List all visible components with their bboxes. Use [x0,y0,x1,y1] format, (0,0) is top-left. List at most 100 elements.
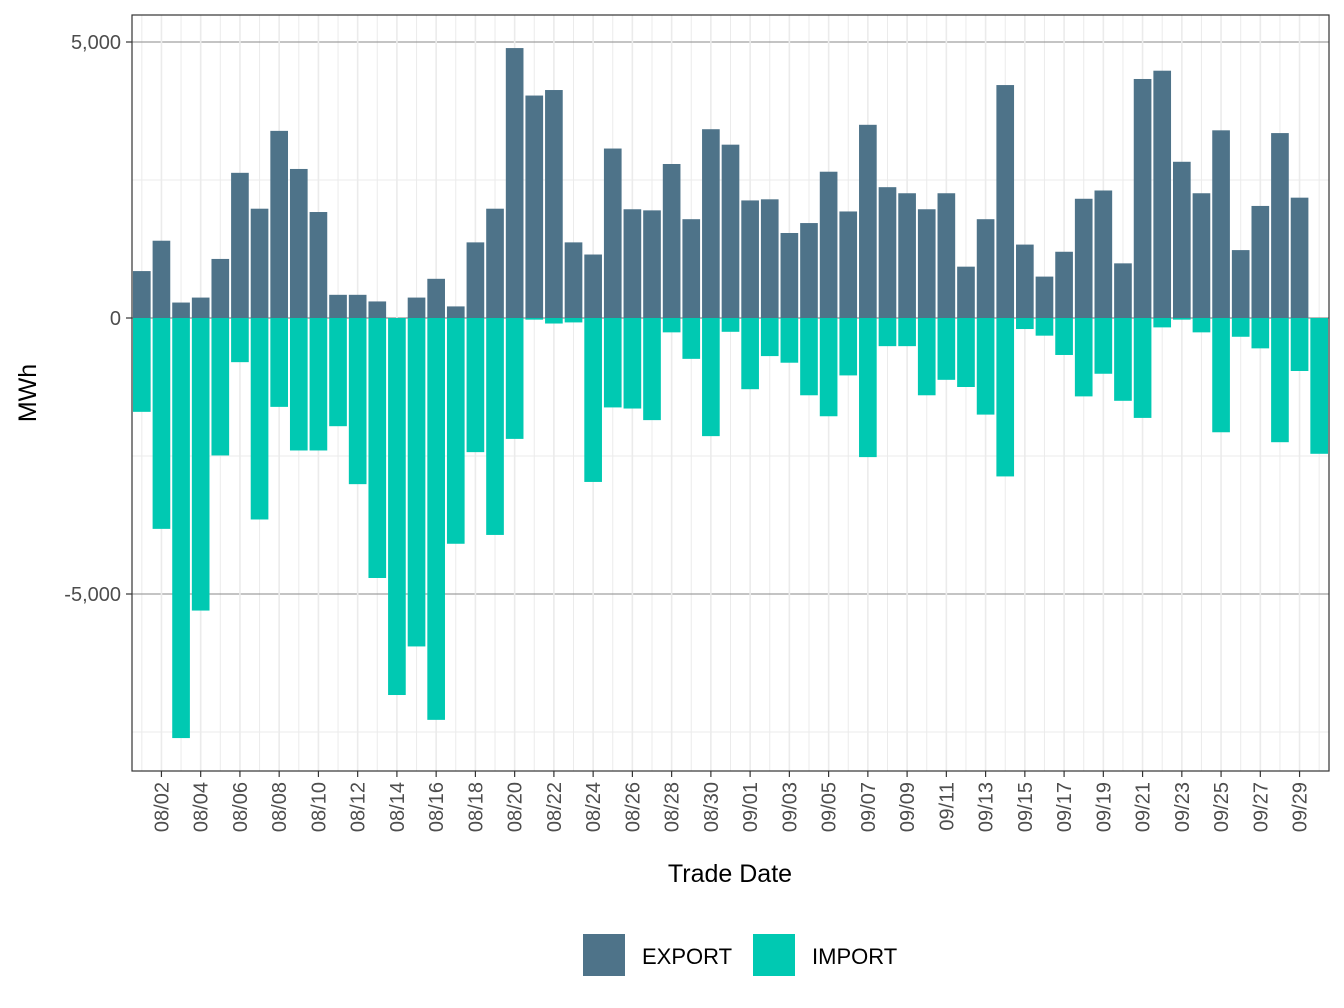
bar-import [937,318,956,380]
bar-export [839,211,858,318]
y-tick-label: 5,000 [71,32,121,54]
bar-export [623,209,642,318]
bar-import [564,318,583,323]
bar-export [1133,78,1152,318]
bar-export [1251,205,1270,318]
x-tick-label: 08/24 [583,782,605,832]
bar-import [407,318,426,647]
bar-import [1192,318,1211,333]
bar-import [800,318,818,396]
bar-import [917,318,936,396]
bar-import [1290,318,1309,371]
x-tick-label: 09/23 [1172,782,1194,832]
bar-export [1094,190,1113,318]
bar-export [643,210,661,318]
bar-export [132,271,151,318]
x-tick-label: 09/29 [1290,782,1312,832]
y-axis-title: MWh [14,364,42,422]
bar-import [760,318,779,357]
bar-export [1231,250,1250,318]
x-tick-label: 08/28 [662,782,684,832]
bar-export [1172,161,1191,318]
bar-export [859,124,877,318]
x-tick-label: 09/07 [858,782,880,832]
x-tick-label: 08/12 [348,782,370,832]
bar-export [584,254,602,318]
x-tick-label: 08/04 [191,782,213,832]
bar-export [976,219,995,318]
bar-export [996,85,1015,318]
y-tick-label: 0 [110,308,121,330]
bar-import [486,318,504,535]
bar-import [859,318,877,458]
bar-import [996,318,1015,477]
bar-import [1016,318,1034,330]
bar-export [662,163,681,318]
x-tick-label: 09/25 [1211,782,1233,832]
bar-import [741,318,759,390]
x-tick-label: 09/05 [819,782,841,832]
bar-export [1035,276,1054,318]
x-tick-label: 08/14 [387,782,409,832]
bar-export [760,199,779,318]
legend-label-import: IMPORT [812,944,897,969]
bar-import [309,318,328,451]
bar-import [1133,318,1152,418]
bar-export [741,200,759,318]
bar-export [702,129,720,318]
bar-export [603,148,622,318]
bar-export [466,242,485,318]
bar-export [819,171,838,318]
bar-export [898,193,916,318]
bar-export [427,278,445,318]
bar-import [839,318,858,376]
legend: EXPORT IMPORT [583,934,897,976]
bar-import [1231,318,1250,337]
bar-export [525,95,544,318]
bar-export [152,240,171,318]
x-tick-label: 08/22 [544,782,566,832]
bar-import [152,318,171,529]
bar-export [172,302,190,318]
bar-import [1074,318,1093,397]
bar-import [368,318,387,578]
bar-import [682,318,701,359]
bar-export [545,90,563,318]
x-axis: 08/02 08/04 08/06 08/08 08/10 08/12 08/14 08/16… [151,771,1312,832]
bar-import [1271,318,1289,443]
x-tick-label: 08/06 [230,782,252,832]
bar-import [388,318,406,696]
bar-import [172,318,190,739]
x-tick-label: 08/26 [622,782,644,832]
bar-import [545,318,563,324]
x-tick-label: 09/11 [936,782,958,831]
bar-export [1271,133,1289,318]
bar-import [270,318,289,407]
bar-import [1251,318,1270,349]
bar-import [957,318,975,387]
bar-export [721,144,740,318]
bar-export [564,242,583,318]
bar-export [368,301,387,318]
legend-swatch-export [583,934,625,976]
bar-export [1153,70,1172,318]
bar-import [348,318,367,485]
bar-export [682,219,701,318]
bar-export [446,306,465,318]
bar-import [662,318,681,333]
x-tick-label: 09/01 [740,782,762,832]
bar-export [309,212,328,318]
bar-export [348,294,367,318]
bar-import [584,318,602,482]
x-tick-label: 08/10 [308,782,330,832]
x-tick-label: 08/02 [151,782,173,832]
bar-import [329,318,347,427]
bar-export [1290,197,1309,318]
bar-export [191,297,210,318]
bar-import [623,318,642,409]
x-tick-label: 09/21 [1133,782,1155,832]
bar-export [250,208,269,318]
x-tick-label: 08/30 [701,782,723,832]
legend-swatch-import [753,934,795,976]
